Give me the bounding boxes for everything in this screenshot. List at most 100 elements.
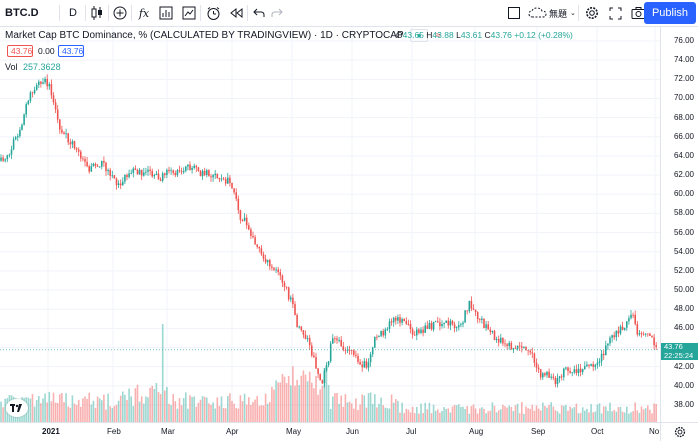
layout-select-icon[interactable] — [506, 3, 522, 23]
volume-bar — [147, 397, 149, 422]
volume-bar — [178, 398, 181, 422]
compare-plus-icon[interactable] — [111, 3, 129, 23]
time-axis[interactable]: 2021 Feb Mar Apr May Jun Jul Aug Sep Oct No — [0, 422, 660, 441]
volume-bar — [86, 398, 88, 422]
candle-body — [474, 309, 477, 313]
volume-bar — [262, 405, 265, 422]
buy-price-badge[interactable]: 43.76 — [58, 45, 84, 57]
candle-body — [59, 119, 61, 130]
volume-bar — [577, 413, 580, 422]
candle-body — [245, 217, 248, 226]
volume-bar — [153, 388, 156, 422]
volume-bar — [413, 413, 416, 422]
volume-bar — [113, 405, 116, 422]
volume-bar — [285, 383, 288, 422]
market-status-icon[interactable]: ● — [410, 29, 429, 42]
volume-bar — [558, 413, 561, 422]
symbol-search-button[interactable]: BTC.D — [5, 7, 39, 19]
candle-body — [21, 124, 23, 130]
volume-bar — [609, 402, 611, 422]
volume-bar — [630, 412, 632, 422]
candle-body — [23, 114, 25, 125]
candle-body — [147, 169, 149, 172]
candle-body — [537, 367, 540, 370]
candle-body — [548, 371, 550, 378]
candle-body — [546, 371, 548, 376]
volume-bar — [554, 410, 557, 422]
indicators-fx-icon[interactable]: fx — [138, 6, 150, 20]
price-tick-label: 74.00 — [673, 55, 694, 65]
price-axis[interactable]: 76.00 74.00 72.00 70.00 68.00 66.00 64.00 62.00… — [660, 27, 698, 422]
redo-icon[interactable] — [268, 3, 286, 23]
volume-bar — [189, 395, 191, 422]
candle-body — [14, 137, 17, 140]
candle-body — [25, 104, 27, 115]
candle-body — [176, 170, 179, 176]
candle-body — [399, 317, 401, 323]
volume-bar — [40, 403, 42, 422]
volume-bar — [145, 396, 147, 422]
candle-body — [201, 170, 204, 177]
candle-body — [203, 170, 206, 175]
financials-bars-icon[interactable] — [157, 3, 175, 23]
sell-price-badge[interactable]: 43.76 — [7, 45, 33, 57]
candle-body — [424, 325, 426, 333]
wave-icon[interactable]: ≈ — [435, 30, 441, 40]
time-tick-label: Aug — [469, 427, 484, 436]
candle-body — [300, 326, 303, 331]
volume-bar — [472, 404, 475, 422]
toolbar-divider — [247, 5, 248, 21]
candle-body — [518, 345, 521, 347]
interval-button[interactable]: D — [69, 7, 77, 19]
price-tick-label: 60.00 — [673, 189, 694, 199]
candle-body — [252, 235, 254, 238]
fullscreen-icon[interactable] — [606, 3, 624, 23]
candle-body — [405, 321, 408, 325]
volume-bar — [315, 375, 317, 422]
series-title[interactable]: Market Cap BTC Dominance, % (CALCULATED … — [5, 30, 404, 42]
volume-bar — [405, 408, 408, 422]
candle-body — [153, 174, 156, 177]
tradingview-logo[interactable] — [6, 399, 28, 417]
candle-body — [575, 369, 578, 373]
volume-bar — [516, 403, 519, 422]
layout-name-button[interactable]: 無題 ⌄ — [528, 3, 576, 23]
candle-body — [6, 155, 9, 160]
candle-body — [430, 322, 433, 330]
candle-body — [65, 133, 67, 135]
candle-body — [470, 300, 473, 309]
undo-icon[interactable] — [250, 3, 268, 23]
volume-bar — [535, 405, 538, 422]
replay-rewind-icon[interactable] — [227, 3, 245, 23]
settings-gear-icon[interactable] — [583, 3, 601, 23]
chevron-down-icon: ⌄ — [570, 10, 576, 17]
candles-chart-type-icon[interactable] — [88, 3, 106, 23]
candle-body — [388, 321, 391, 329]
time-tick-label: Jul — [406, 427, 417, 436]
volume-bar — [46, 402, 48, 422]
volume-bar — [264, 393, 267, 422]
volume-bar — [439, 412, 441, 422]
candle-body — [483, 318, 485, 328]
volume-bar — [628, 413, 630, 422]
alert-clock-icon[interactable] — [204, 3, 222, 23]
toolbar-divider — [200, 5, 201, 21]
candle-body — [489, 329, 492, 333]
volume-bar — [77, 399, 80, 422]
candle-body — [302, 330, 305, 335]
gear-icon — [674, 426, 685, 438]
volume-bar — [655, 404, 657, 422]
chart-pane[interactable] — [0, 27, 660, 422]
volume-bar — [443, 407, 445, 422]
publish-button[interactable]: Publish — [644, 2, 696, 24]
candle-body — [407, 324, 410, 325]
price-chart[interactable] — [0, 27, 660, 422]
candle-body — [495, 338, 498, 340]
candle-body — [508, 342, 510, 347]
candle-body — [464, 310, 466, 323]
axis-settings-button[interactable] — [660, 422, 698, 441]
volume-bar — [487, 411, 489, 422]
candle-body — [296, 315, 298, 327]
templates-grid-icon[interactable] — [180, 3, 198, 23]
candle-body — [73, 141, 76, 149]
